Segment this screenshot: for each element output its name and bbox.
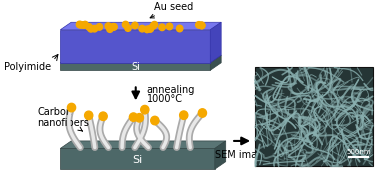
Polygon shape (215, 141, 226, 169)
Circle shape (99, 112, 107, 120)
Text: annealing: annealing (147, 85, 195, 95)
Text: Si: Si (131, 62, 140, 73)
Circle shape (147, 25, 153, 32)
Circle shape (91, 25, 98, 32)
Circle shape (76, 21, 83, 28)
Polygon shape (60, 22, 221, 30)
Circle shape (166, 23, 173, 30)
Polygon shape (60, 141, 226, 148)
Circle shape (141, 105, 149, 114)
Text: Au seed: Au seed (150, 2, 194, 18)
Circle shape (135, 114, 144, 122)
Polygon shape (60, 30, 210, 63)
Circle shape (129, 113, 138, 121)
Polygon shape (210, 55, 221, 70)
Polygon shape (60, 148, 215, 169)
Circle shape (144, 26, 150, 33)
Polygon shape (60, 55, 221, 63)
Circle shape (151, 21, 158, 28)
Circle shape (151, 116, 159, 125)
Circle shape (85, 111, 93, 120)
Circle shape (88, 26, 94, 32)
Circle shape (110, 24, 116, 30)
Bar (255, 68, 373, 166)
Text: Carbon
nanofibers: Carbon nanofibers (37, 107, 90, 131)
Circle shape (107, 26, 113, 32)
Text: Polyimide: Polyimide (4, 62, 51, 72)
Circle shape (111, 24, 117, 30)
Circle shape (177, 25, 183, 32)
Polygon shape (210, 22, 221, 63)
Circle shape (122, 21, 129, 28)
Polygon shape (60, 63, 210, 70)
Circle shape (81, 22, 87, 28)
Circle shape (198, 109, 206, 117)
Circle shape (159, 24, 165, 31)
Circle shape (77, 22, 84, 28)
Circle shape (67, 103, 76, 112)
Circle shape (86, 24, 92, 30)
Circle shape (147, 26, 153, 32)
Circle shape (139, 25, 146, 32)
Circle shape (132, 22, 138, 29)
Text: 500nm: 500nm (346, 149, 371, 155)
Circle shape (150, 22, 156, 29)
Text: 1000°C: 1000°C (147, 94, 183, 104)
Circle shape (199, 22, 205, 29)
Circle shape (105, 23, 112, 29)
Circle shape (96, 24, 102, 30)
Circle shape (180, 111, 188, 119)
Circle shape (107, 24, 113, 31)
Circle shape (196, 22, 202, 28)
Circle shape (125, 25, 131, 31)
Circle shape (82, 21, 88, 28)
Text: SEM image: SEM image (215, 150, 269, 160)
Text: Si: Si (132, 155, 143, 165)
Circle shape (198, 22, 205, 29)
